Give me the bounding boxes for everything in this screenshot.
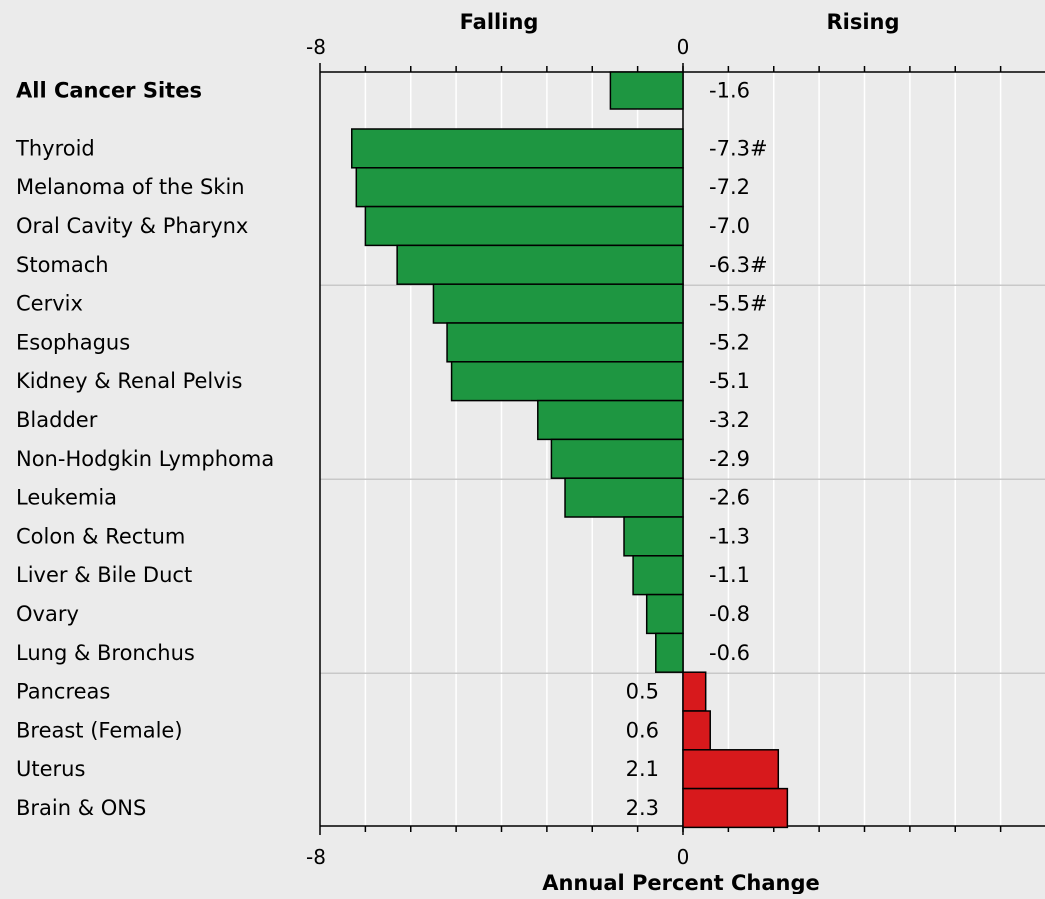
category-label: Brain & ONS xyxy=(16,796,146,820)
bar xyxy=(655,632,684,673)
top-tick-label: -8 xyxy=(306,35,326,59)
bar xyxy=(355,167,684,208)
bar xyxy=(351,128,684,169)
bar xyxy=(609,71,684,110)
value-label: -0.6 xyxy=(709,641,750,665)
bottom-tick-label: 0 xyxy=(677,845,690,869)
bottom-tick-label: -8 xyxy=(306,845,326,869)
bar xyxy=(682,671,707,712)
value-label: -1.3 xyxy=(709,524,750,548)
bar xyxy=(364,205,684,247)
value-label: -7.2 xyxy=(709,175,750,199)
category-label: Pancreas xyxy=(16,680,110,704)
value-label: -1.6 xyxy=(709,79,750,103)
category-label: Melanoma of the Skin xyxy=(16,175,245,199)
value-label: 2.3 xyxy=(626,796,659,820)
value-label: -7.0 xyxy=(709,214,750,238)
category-label: Breast (Female) xyxy=(16,718,183,742)
value-label: -2.9 xyxy=(709,447,750,471)
value-label: -5.2 xyxy=(709,330,750,354)
bar xyxy=(550,438,684,479)
header-falling: Falling xyxy=(460,10,539,34)
category-label: Kidney & Renal Pelvis xyxy=(16,369,242,393)
category-label: Leukemia xyxy=(16,486,117,510)
value-label: 0.5 xyxy=(626,680,659,704)
bar xyxy=(537,399,684,441)
category-label: Esophagus xyxy=(16,330,130,354)
bar xyxy=(645,593,684,635)
category-label: Oral Cavity & Pharynx xyxy=(16,214,248,238)
value-label: -2.6 xyxy=(709,486,750,510)
value-label: -5.1 xyxy=(709,369,750,393)
category-label: Non-Hodgkin Lymphoma xyxy=(16,447,274,471)
header-rising: Rising xyxy=(826,10,899,34)
category-label: All Cancer Sites xyxy=(16,79,202,103)
category-label: Lung & Bronchus xyxy=(16,641,195,665)
bar xyxy=(450,361,684,402)
value-label: -7.3# xyxy=(709,136,768,160)
x-axis-title: Annual Percent Change xyxy=(542,871,820,894)
bar xyxy=(632,555,684,596)
category-label: Ovary xyxy=(16,602,79,626)
value-label: -3.2 xyxy=(709,408,750,432)
bar xyxy=(432,283,684,324)
bar xyxy=(396,244,684,285)
bar xyxy=(564,477,684,518)
value-label: -6.3# xyxy=(709,253,768,277)
top-tick-label: 0 xyxy=(677,35,690,59)
category-label: Cervix xyxy=(16,292,83,316)
bar xyxy=(682,749,780,790)
value-label: 0.6 xyxy=(626,718,659,742)
category-label: Stomach xyxy=(16,253,109,277)
category-label: Colon & Rectum xyxy=(16,524,185,548)
bar xyxy=(682,710,711,751)
bar xyxy=(623,516,684,557)
bar xyxy=(446,322,684,363)
value-label: -0.8 xyxy=(709,602,750,626)
value-label: -1.1 xyxy=(709,563,750,587)
category-label: Thyroid xyxy=(15,136,95,160)
category-label: Liver & Bile Duct xyxy=(16,563,192,587)
category-label: Bladder xyxy=(16,408,98,432)
category-label: Uterus xyxy=(16,757,85,781)
value-label: -5.5# xyxy=(709,292,768,316)
value-label: 2.1 xyxy=(626,757,659,781)
bar xyxy=(682,787,789,829)
